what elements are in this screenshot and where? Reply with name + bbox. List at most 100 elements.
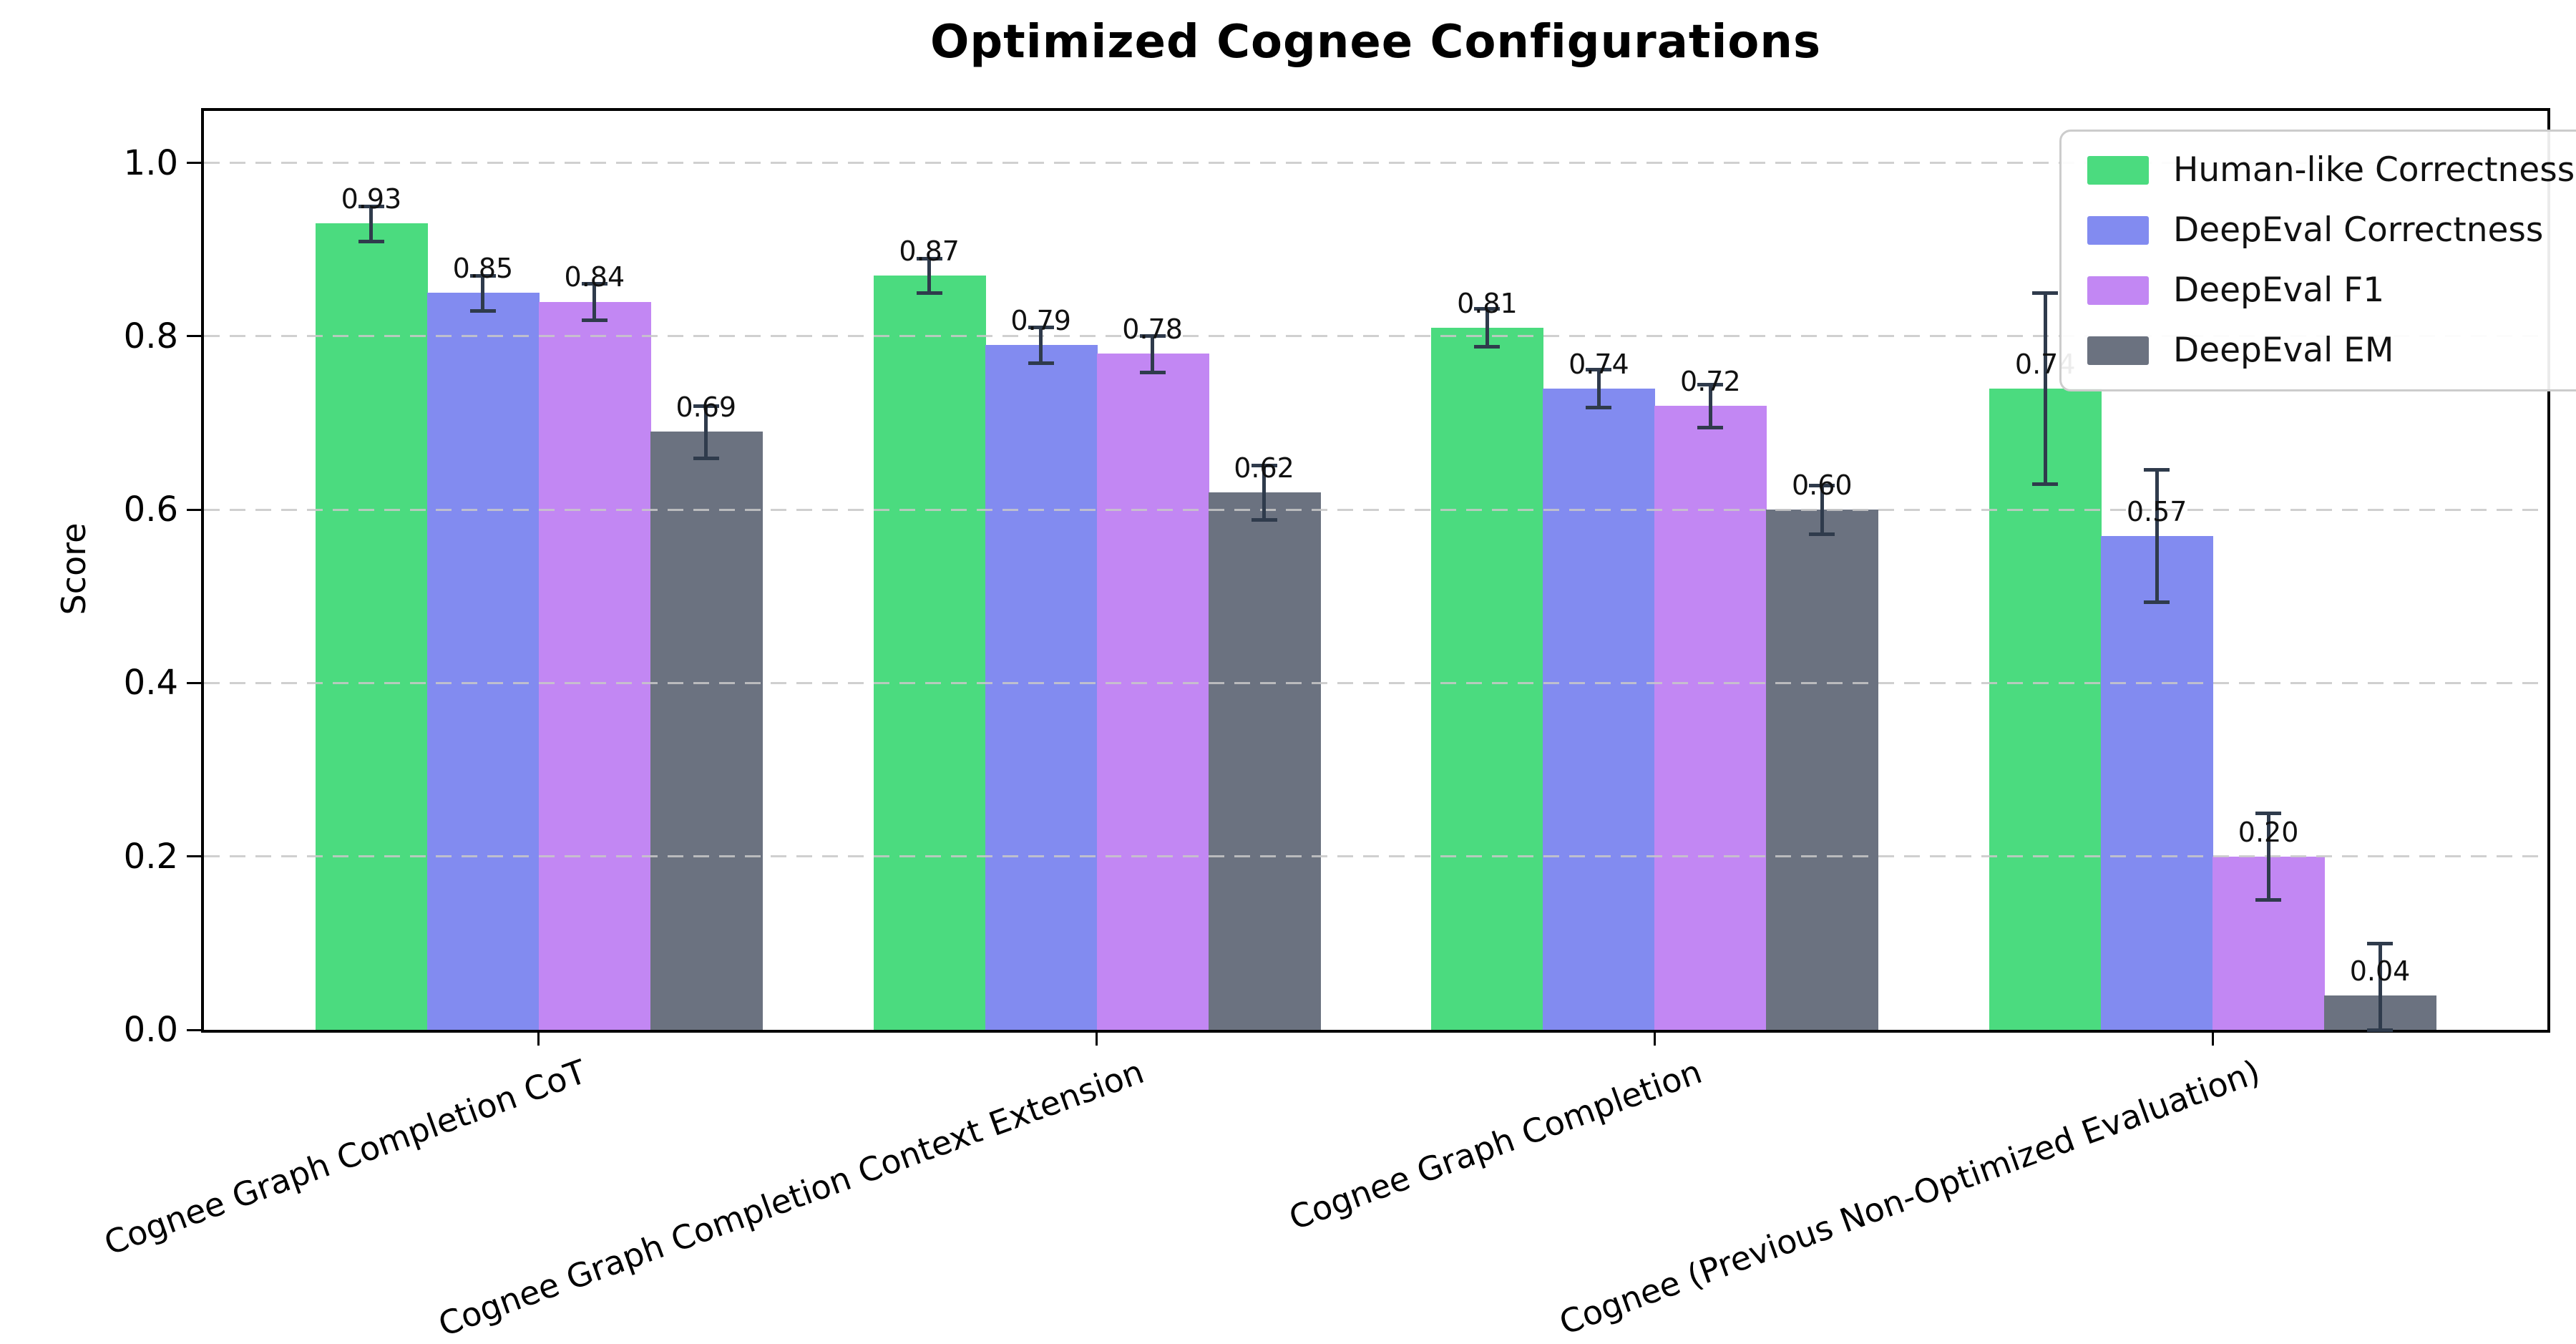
error-bar-cap-bottom <box>469 308 496 313</box>
y-tick-mark <box>187 335 201 338</box>
legend-label: DeepEval F1 <box>2173 271 2385 310</box>
legend-row: Human-like Correctness <box>2087 152 2575 189</box>
error-bar-cap-bottom <box>581 318 608 322</box>
y-tick-mark <box>187 508 201 511</box>
bar-value-label: 0.20 <box>2238 816 2299 848</box>
bar-2-group-1 <box>426 293 540 1030</box>
error-bar <box>592 283 597 320</box>
gridline <box>204 335 2547 338</box>
bar-value-label: 0.84 <box>564 261 625 293</box>
error-bar <box>704 405 708 458</box>
error-bar-cap-bottom <box>358 239 384 243</box>
legend-row: DeepEval EM <box>2087 332 2575 369</box>
error-bar <box>1596 369 1601 408</box>
legend-swatch <box>2087 156 2149 185</box>
error-bar <box>1151 335 1155 372</box>
bar-4-group-3 <box>1766 510 1879 1030</box>
bar-1-group-3 <box>1431 327 1544 1030</box>
legend-row: DeepEval F1 <box>2087 272 2575 309</box>
error-bar-cap-top <box>2032 291 2059 296</box>
y-tick-label: 0.6 <box>123 490 178 530</box>
error-bar-cap-top <box>581 282 608 286</box>
bar-2-group-4 <box>2101 535 2214 1030</box>
x-tick-label: Cognee Graph Completion <box>1284 1052 1707 1238</box>
error-bar <box>927 258 932 293</box>
error-bar <box>1820 485 1824 535</box>
error-bar <box>1485 308 1489 347</box>
legend: Human-like Correctness DeepEval Correctne… <box>2059 130 2576 391</box>
bar-1-group-2 <box>873 276 986 1030</box>
error-bar-cap-top <box>1586 367 1612 371</box>
legend-label: Human-like Correctness <box>2173 150 2575 190</box>
x-tick-label: Cognee (Previous Non-Optimized Evaluatio… <box>1554 1052 2265 1343</box>
error-bar-cap-bottom <box>1697 426 1724 430</box>
x-tick-label: Cognee Graph Completion Context Extensio… <box>433 1052 1149 1344</box>
error-bar-cap-bottom <box>1586 406 1612 410</box>
error-bar <box>2043 293 2047 484</box>
error-bar <box>2266 813 2270 900</box>
error-bar-cap-bottom <box>2144 600 2170 604</box>
error-bar-cap-bottom <box>1251 517 1277 522</box>
chart-title: Optimized Cognee Configurations <box>930 16 1822 69</box>
gridline <box>204 855 2547 858</box>
bar-value-label: 0.79 <box>1010 305 1071 337</box>
error-bar <box>1262 465 1267 520</box>
x-tick-mark <box>1096 1033 1098 1046</box>
error-bar-cap-top <box>469 274 496 278</box>
error-bar-cap-top <box>2144 468 2170 472</box>
bar-value-label: 0.78 <box>1122 313 1183 346</box>
gridline <box>204 681 2547 684</box>
error-bar-cap-top <box>1474 307 1501 311</box>
bar-2-group-2 <box>985 345 1098 1030</box>
bar-value-label: 0.85 <box>452 253 514 285</box>
gridline <box>204 162 2547 165</box>
error-bar-cap-top <box>2255 812 2282 816</box>
legend-swatch <box>2087 336 2149 365</box>
legend-label: DeepEval EM <box>2173 331 2394 370</box>
error-bar-cap-bottom <box>916 291 942 296</box>
error-bar-cap-top <box>916 256 942 260</box>
bar-value-label: 0.60 <box>1791 469 1853 502</box>
bar-value-label: 0.04 <box>2349 955 2411 987</box>
bar-3-group-2 <box>1096 354 1209 1030</box>
y-tick-label: 0.8 <box>123 316 178 356</box>
error-bar <box>2155 469 2159 602</box>
gridline <box>204 508 2547 511</box>
error-bar-cap-bottom <box>2032 482 2059 486</box>
error-bar <box>1039 326 1043 364</box>
y-tick-mark <box>187 162 201 165</box>
y-tick-label: 0.0 <box>123 1010 178 1050</box>
bar-3-group-1 <box>538 301 651 1030</box>
legend-label: DeepEval Correctness <box>2173 210 2544 250</box>
x-tick-mark <box>1653 1033 1656 1046</box>
y-axis-title: Score <box>54 522 93 615</box>
bar-value-label: 0.57 <box>2126 495 2187 527</box>
error-bar-cap-top <box>1697 382 1724 386</box>
y-tick-label: 0.2 <box>123 836 178 877</box>
error-bar-cap-bottom <box>1809 532 1835 537</box>
y-tick-mark <box>187 1028 201 1031</box>
x-tick-label: Cognee Graph Completion CoT <box>99 1052 591 1263</box>
error-bar-cap-top <box>1251 464 1277 468</box>
error-bar-cap-bottom <box>1139 370 1166 374</box>
legend-swatch <box>2087 276 2149 305</box>
bar-value-label: 0.72 <box>1680 365 1741 397</box>
error-bar-cap-top <box>1139 333 1166 338</box>
bar-value-label: 0.87 <box>899 235 960 268</box>
error-bar-cap-top <box>2367 941 2394 945</box>
error-bar-cap-top <box>358 205 384 209</box>
bar-value-label: 0.69 <box>675 391 737 424</box>
bar-1-group-4 <box>1989 388 2102 1030</box>
x-tick-mark <box>537 1033 540 1046</box>
bar-value-label: 0.62 <box>1234 452 1294 484</box>
error-bar-cap-top <box>1028 325 1054 329</box>
bar-1-group-1 <box>315 223 428 1030</box>
error-bar-cap-bottom <box>1028 361 1054 366</box>
y-tick-label: 0.4 <box>123 663 178 703</box>
y-tick-mark <box>187 681 201 684</box>
bar-value-label: 0.81 <box>1457 287 1518 319</box>
legend-swatch <box>2087 216 2149 245</box>
bar-4-group-2 <box>1208 492 1321 1030</box>
error-bar <box>481 276 485 311</box>
error-bar <box>1708 384 1712 428</box>
